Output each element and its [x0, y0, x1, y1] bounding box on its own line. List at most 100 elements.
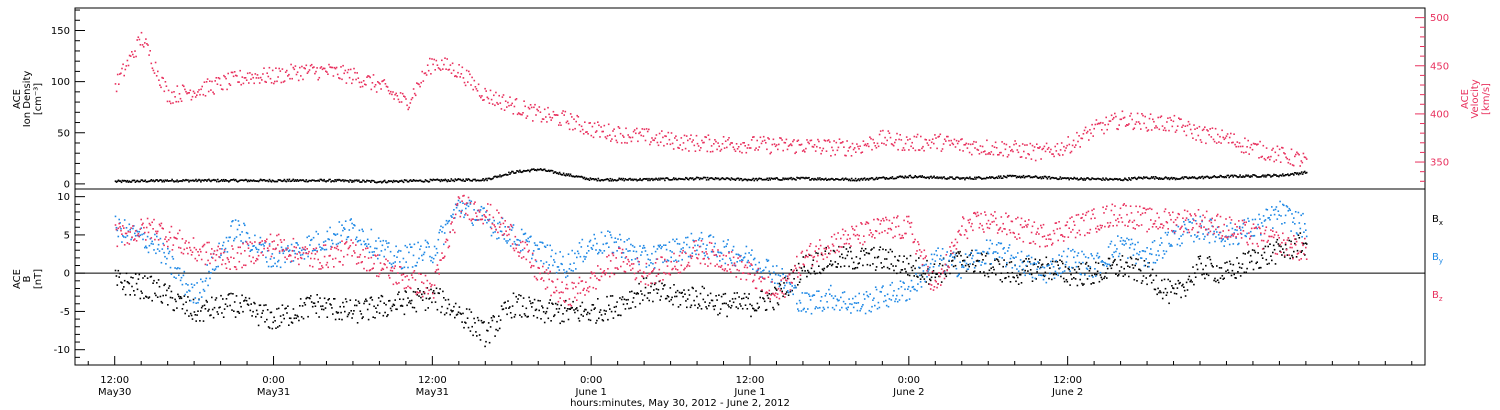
velocity-point — [792, 140, 794, 143]
Bx-point — [1289, 257, 1291, 260]
By-point — [394, 261, 396, 263]
Bx-point — [1116, 263, 1118, 266]
density-point — [260, 179, 263, 181]
Bx-point — [647, 292, 650, 294]
Bx-point — [607, 318, 609, 321]
velocity-point — [1004, 148, 1007, 151]
By-point — [280, 246, 283, 249]
By-point — [309, 244, 311, 246]
velocity-point — [949, 144, 951, 146]
By-point — [926, 276, 928, 278]
Bx-point — [1107, 257, 1110, 260]
Bx-point — [1205, 264, 1207, 267]
velocity-point — [692, 139, 694, 141]
By-point — [987, 252, 990, 255]
By-point — [228, 236, 230, 239]
By-point — [817, 307, 819, 309]
density-point — [940, 176, 942, 179]
By-point — [635, 250, 638, 253]
velocity-point — [374, 84, 377, 86]
Bx-point — [1124, 273, 1126, 276]
By-point — [1084, 256, 1087, 258]
density-point — [535, 169, 538, 172]
velocity-point — [238, 81, 240, 83]
By-point — [124, 236, 127, 239]
density-point — [1297, 173, 1300, 176]
velocity-point — [1144, 115, 1146, 118]
velocity-point — [1161, 125, 1164, 127]
velocity-point — [795, 151, 797, 153]
density-point — [829, 178, 831, 181]
By-point — [255, 248, 258, 250]
Bx-point — [658, 280, 661, 283]
density-point — [256, 180, 259, 182]
velocity-point — [435, 59, 438, 62]
Bx-point — [344, 298, 347, 300]
velocity-point — [157, 70, 159, 73]
Bx-point — [333, 298, 335, 300]
density-point — [1168, 178, 1171, 181]
velocity-point — [1301, 161, 1304, 164]
density-point — [398, 180, 401, 182]
velocity-point — [1256, 144, 1258, 146]
velocity-point — [868, 145, 870, 148]
density-point — [578, 175, 581, 178]
Bx-point — [195, 320, 197, 322]
By-point — [870, 310, 872, 313]
By-point — [299, 247, 301, 249]
By-point — [688, 246, 691, 249]
Bx-point — [1189, 280, 1191, 283]
Bx-point — [1288, 239, 1291, 242]
density-point — [295, 180, 298, 182]
By-point — [1094, 268, 1096, 270]
Bx-point — [923, 278, 926, 280]
velocity-point — [215, 77, 218, 79]
velocity-point — [689, 138, 691, 140]
velocity-point — [1262, 144, 1265, 147]
velocity-point — [1281, 146, 1283, 149]
Bx-point — [399, 305, 402, 307]
By-point — [191, 286, 194, 289]
density-point — [718, 178, 721, 181]
velocity-point — [190, 98, 193, 101]
Bx-point — [167, 287, 170, 289]
density-point — [1279, 174, 1281, 177]
density-point — [1255, 175, 1257, 177]
Bx-point — [490, 317, 493, 319]
Bx-point — [916, 275, 918, 278]
By-point — [1145, 258, 1147, 260]
Bx-point — [759, 296, 761, 299]
By-point — [445, 219, 448, 222]
By-point — [1117, 235, 1119, 237]
velocity-point — [887, 130, 890, 132]
Bx-point — [1233, 273, 1235, 276]
By-point — [1066, 255, 1069, 258]
By-point — [619, 233, 621, 236]
By-point — [769, 273, 771, 276]
By-point — [1011, 267, 1014, 269]
By-point — [752, 268, 754, 270]
Bx-point — [233, 310, 235, 312]
By-point — [402, 257, 405, 260]
Bx-point — [1180, 296, 1182, 299]
Bx-point — [251, 315, 253, 317]
density-point — [320, 178, 322, 181]
density-point — [291, 179, 294, 182]
velocity-point — [1193, 124, 1195, 126]
By-point — [565, 276, 567, 279]
density-point — [1087, 177, 1089, 179]
date-tick-label: June 2 — [892, 387, 924, 398]
By-point — [193, 284, 196, 286]
Bx-point — [700, 308, 703, 310]
Bx-point — [480, 319, 483, 322]
density-point — [331, 180, 333, 182]
By-point — [891, 281, 893, 284]
density-point — [314, 180, 316, 182]
density-point — [944, 177, 946, 180]
Bx-point — [718, 294, 720, 296]
density-point — [281, 180, 284, 183]
velocity-point — [413, 92, 416, 95]
By-point — [214, 268, 217, 270]
velocity-point — [693, 144, 696, 147]
By-point — [743, 256, 746, 258]
